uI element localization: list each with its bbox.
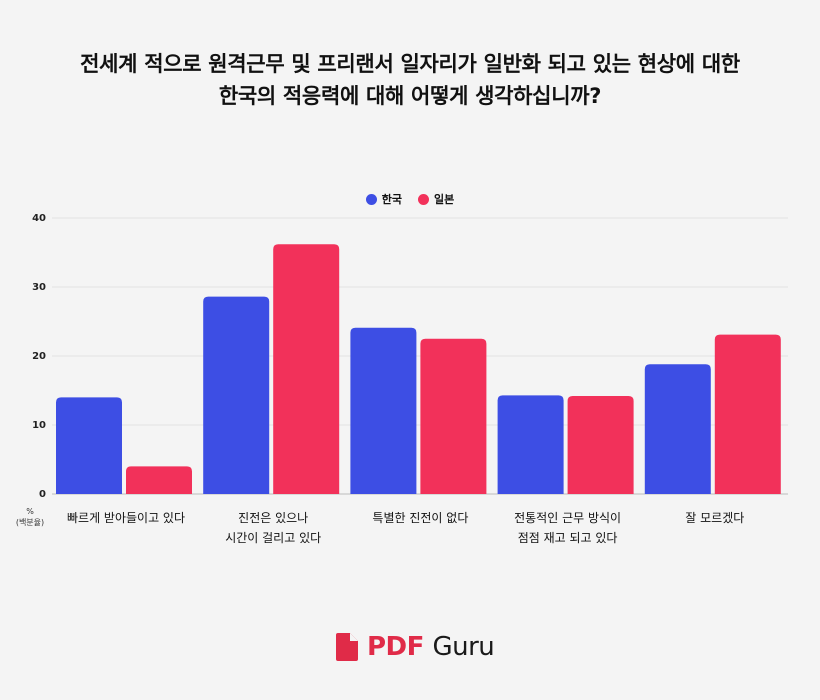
legend-label-japan: 일본	[434, 193, 455, 206]
bar-korea-4	[644, 364, 711, 494]
y-tick-label-20: 20	[32, 351, 46, 362]
y-tick-label-0: 0	[39, 489, 46, 500]
legend-item-korea: 한국	[365, 191, 402, 207]
bar-korea-2	[350, 327, 417, 494]
legend-swatch-korea	[365, 193, 377, 205]
bar-japan-3	[567, 396, 634, 494]
chart-title-line-2: 한국의 적응력에 대해 어떻게 생각하십니까?	[218, 84, 602, 108]
bar-korea-1	[203, 296, 270, 494]
legend-swatch-japan	[418, 193, 429, 205]
y-tick-label-10: 10	[32, 420, 46, 431]
chart-title: 전세계 적으로 원격근무 및 프리랜서 일자리가 일반화 되고 있는 현상에 대…	[0, 48, 820, 112]
bar-korea-0	[56, 397, 122, 494]
pdf-guru-logo: PDF Guru	[336, 632, 495, 662]
bar-korea-3	[497, 395, 564, 494]
y-tick-label-30: 30	[32, 282, 46, 293]
x-category-label-2-line-0: 특별한 진전이 없다	[372, 511, 469, 525]
x-category-label-4: 잘 모르겠다	[641, 508, 789, 528]
legend: 한국 일본	[0, 191, 820, 207]
legend-item-japan: 일본	[418, 191, 454, 207]
bar-japan-2	[420, 338, 487, 494]
legend-label-korea: 한국	[381, 193, 402, 206]
x-category-label-0-line-0: 빠르게 받아들이고 있다	[66, 511, 186, 525]
logo-text: PDF Guru	[367, 632, 495, 662]
bar-japan-4	[714, 334, 781, 494]
logo-text-guru: Guru	[432, 632, 495, 662]
y-tick-label-40: 40	[32, 213, 46, 224]
logo-text-pdf: PDF	[367, 632, 424, 662]
x-category-label-0: 빠르게 받아들이고 있다	[52, 508, 200, 528]
y-axis-unit: % (백분율)	[8, 506, 52, 528]
chart-title-line-1: 전세계 적으로 원격근무 및 프리랜서 일자리가 일반화 되고 있는 현상에 대…	[80, 52, 740, 76]
y-axis-unit-symbol: %	[26, 507, 34, 516]
x-category-label-1-line-0: 진전은 있으나	[238, 511, 309, 525]
x-category-label-4-line-0: 잘 모르겠다	[685, 511, 745, 525]
x-category-label-2: 특별한 진전이 없다	[346, 508, 494, 528]
pdf-file-icon	[336, 633, 358, 661]
x-category-label-1-line-1: 시간이 걸리고 있다	[225, 531, 322, 545]
bar-japan-0	[126, 466, 192, 494]
x-category-label-3-line-1: 점점 재고 되고 있다	[517, 531, 618, 545]
x-category-label-3-line-0: 전통적인 근무 방식이	[514, 511, 622, 525]
y-axis-unit-text: (백분율)	[15, 518, 45, 527]
bar-japan-1	[273, 244, 340, 494]
